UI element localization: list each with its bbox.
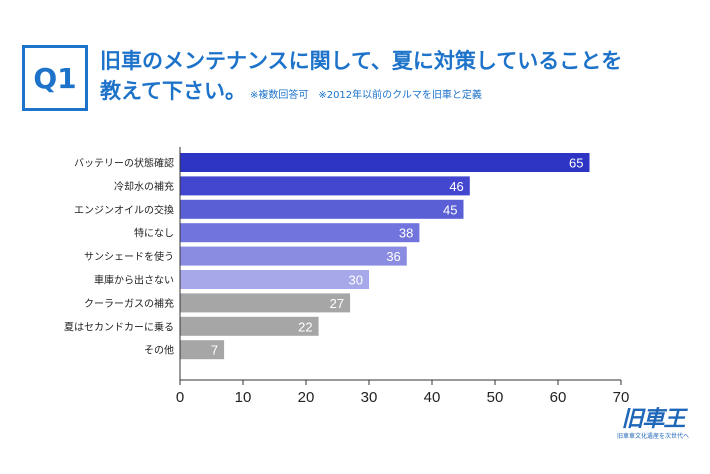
category-label: その他 bbox=[144, 344, 174, 357]
bar bbox=[180, 316, 319, 336]
bar bbox=[180, 246, 407, 266]
x-tick-label: 10 bbox=[235, 389, 252, 406]
x-tick-label: 70 bbox=[613, 389, 630, 406]
x-tick-label: 50 bbox=[487, 389, 504, 406]
brand-logo-tagline: 旧車車文化遺産を次世代へ bbox=[616, 433, 689, 440]
bar bbox=[180, 340, 225, 360]
category-label: クーラーガスの補充 bbox=[84, 297, 174, 310]
x-tick-label: 40 bbox=[424, 389, 441, 406]
question-title: 旧車のメンテナンスに関して、夏に対策していることを 教えて下さい。 ※複数回答可 … bbox=[100, 46, 690, 111]
title-line-2: 教えて下さい。 ※複数回答可 ※2012年以前のクルマを旧車と定義 bbox=[100, 76, 690, 111]
bar bbox=[180, 153, 590, 172]
category-label: バッテリーの状態確認 bbox=[74, 157, 174, 170]
data-label: 7 bbox=[211, 343, 218, 358]
x-tick-label: 60 bbox=[550, 389, 567, 406]
data-label: 30 bbox=[349, 273, 363, 288]
bar bbox=[180, 199, 464, 219]
title-note: ※複数回答可 ※2012年以前のクルマを旧車と定義 bbox=[249, 90, 482, 101]
category-label: 夏はセカンドカーに乗る bbox=[64, 321, 174, 333]
x-tick-label: 30 bbox=[361, 389, 378, 406]
category-label: サンシェードを使う bbox=[84, 250, 174, 263]
bar bbox=[180, 270, 369, 289]
bar bbox=[180, 223, 420, 243]
x-tick-label: 20 bbox=[298, 389, 315, 406]
title-line-2-text: 教えて下さい。 bbox=[100, 79, 246, 103]
category-label: 車庫から出さない bbox=[94, 274, 174, 287]
data-label: 65 bbox=[569, 156, 583, 171]
category-label: エンジンオイルの交換 bbox=[74, 203, 174, 216]
data-label: 27 bbox=[330, 296, 344, 311]
brand-logo-text: 旧車王 bbox=[621, 407, 685, 432]
title-line-1: 旧車のメンテナンスに関して、夏に対策していることを bbox=[100, 49, 623, 73]
data-label: 46 bbox=[449, 179, 463, 194]
brand-logo: 旧車王 旧車車文化遺産を次世代へ bbox=[607, 408, 699, 448]
data-label: 22 bbox=[298, 319, 312, 334]
question-badge: Q1 bbox=[22, 45, 88, 111]
x-tick-label: 0 bbox=[176, 389, 184, 406]
bar bbox=[180, 176, 470, 196]
data-label: 45 bbox=[443, 202, 457, 217]
data-label: 36 bbox=[386, 249, 400, 264]
data-label: 38 bbox=[399, 226, 413, 241]
category-label: 特になし bbox=[134, 228, 174, 240]
category-label: 冷却水の補充 bbox=[114, 180, 174, 193]
bar bbox=[180, 293, 351, 313]
